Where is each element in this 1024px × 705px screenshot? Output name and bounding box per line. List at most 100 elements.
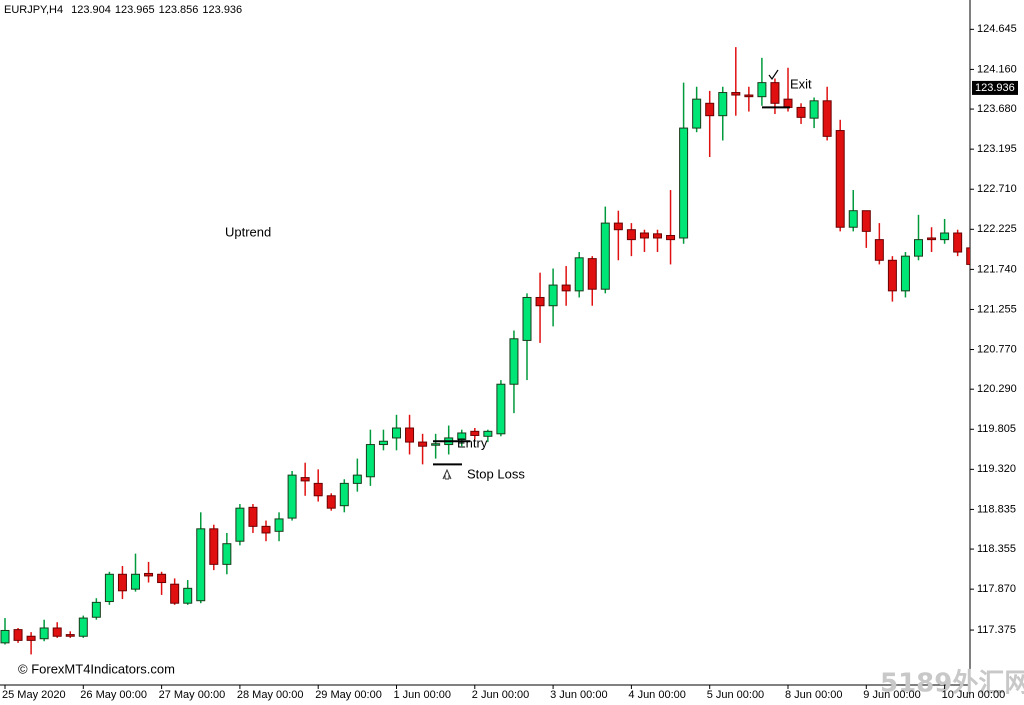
watermark: 5189外汇网: [880, 669, 1024, 699]
y-tick-label: 118.355: [977, 543, 1016, 555]
candle-body: [561, 284, 571, 292]
candle-body: [65, 634, 75, 637]
candle-body: [339, 482, 349, 507]
candle-body: [522, 296, 532, 341]
y-tick-label: 123.680: [977, 103, 1017, 115]
y-tick-label: 118.835: [977, 503, 1016, 515]
y-tick-label: 124.160: [977, 63, 1017, 75]
candle-body: [835, 130, 845, 228]
candle-body: [78, 617, 88, 637]
x-tick-label: 26 May 00:00: [80, 689, 147, 701]
candle-body: [783, 98, 793, 108]
candles: [0, 47, 970, 655]
current-price-box: [972, 80, 1018, 95]
candle-body: [431, 443, 441, 446]
candle-body: [13, 629, 23, 641]
y-tick-label: 122.225: [977, 223, 1017, 235]
candle-body: [274, 518, 284, 532]
y-tick-label: 117.375: [977, 624, 1016, 636]
candle-body: [535, 296, 545, 307]
candle-body: [457, 432, 467, 441]
candle-body: [26, 635, 36, 641]
x-tick-label: 28 May 00:00: [237, 689, 304, 701]
x-tick-label: 9 Jun 00:00: [863, 689, 921, 701]
candle-body: [914, 239, 923, 257]
candle-body: [222, 543, 232, 565]
candle-body: [887, 259, 897, 292]
candle-body: [666, 234, 676, 241]
candle-body: [574, 257, 584, 292]
candle-body: [91, 601, 101, 618]
x-tick-label: 1 Jun 00:00: [394, 689, 452, 701]
y-tick-label: 121.740: [977, 263, 1017, 275]
candle-body: [0, 629, 10, 644]
candle-body: [287, 474, 297, 519]
annotation: Exit: [790, 76, 812, 91]
candle-body: [196, 528, 206, 602]
candle-body: [927, 237, 937, 241]
candle-body: [744, 94, 754, 98]
x-tick-label: 27 May 00:00: [159, 689, 226, 701]
x-tick-label: 25 May 2020: [2, 689, 66, 701]
candle-body: [626, 229, 636, 241]
candle-body: [496, 383, 506, 435]
x-tick-label: 5 Jun 00:00: [707, 689, 765, 701]
candle-body: [900, 255, 910, 292]
annotation: Uptrend: [225, 224, 271, 239]
candle-body: [653, 233, 662, 239]
candle-body: [261, 525, 271, 534]
y-tick-label: 120.770: [977, 343, 1017, 355]
y-tick-label: 122.710: [977, 183, 1017, 195]
candle-body: [600, 222, 610, 290]
y-tick-label: 119.805: [977, 423, 1016, 435]
y-tick-label: 120.290: [977, 383, 1017, 395]
candle-body: [809, 100, 819, 119]
copyright: © ForexMT4Indicators.com: [18, 661, 175, 676]
candle-body: [940, 232, 950, 241]
candle-body: [718, 92, 728, 117]
x-tick-label: 10 Jun 00:00: [942, 689, 1006, 701]
x-tick-label: 3 Jun 00:00: [550, 689, 608, 701]
check-icon: [768, 69, 779, 81]
candle-body: [731, 92, 741, 96]
y-tick-label: 123.195: [977, 143, 1017, 155]
candle-body: [365, 444, 375, 478]
header-value: 123.904: [71, 4, 111, 16]
candle-body: [587, 258, 597, 290]
y-tick-label: 121.255: [977, 303, 1017, 315]
candle-body: [131, 573, 140, 590]
candle-body: [300, 477, 310, 482]
candle-body: [692, 98, 702, 129]
candle-body: [52, 627, 62, 637]
candle-body: [861, 210, 871, 232]
candle-body: [183, 587, 193, 604]
candle-body: [822, 100, 832, 137]
x-tick-label: 8 Jun 00:00: [785, 689, 843, 701]
candle-body: [378, 440, 388, 446]
annotation: Stop Loss: [467, 466, 525, 481]
candle-body: [104, 573, 114, 603]
candle-body: [144, 572, 154, 577]
chart-title: EURJPY,H4: [4, 4, 63, 16]
candle-body: [848, 210, 858, 228]
candle-body: [39, 627, 49, 640]
candle-body: [639, 232, 649, 239]
candle-body: [705, 102, 715, 117]
y-tick-label: 117.870: [977, 583, 1016, 595]
annotation: Entry: [457, 435, 488, 450]
candle-body: [170, 583, 180, 604]
candle-body: [405, 427, 415, 443]
up-arrow-icon: [442, 468, 452, 480]
candle-body: [613, 222, 623, 231]
candle-body: [757, 82, 767, 98]
candle-body: [548, 284, 558, 307]
x-tick-label: 29 May 00:00: [315, 689, 382, 701]
candle-body: [770, 82, 780, 104]
candle-body: [874, 239, 884, 261]
x-tick-label: 4 Jun 00:00: [628, 689, 686, 701]
header-value: 123.856: [159, 4, 199, 16]
y-tick-label: 119.320: [977, 463, 1016, 475]
current-price-label: 123.936: [975, 82, 1015, 94]
header-value: 123.936: [202, 4, 242, 16]
